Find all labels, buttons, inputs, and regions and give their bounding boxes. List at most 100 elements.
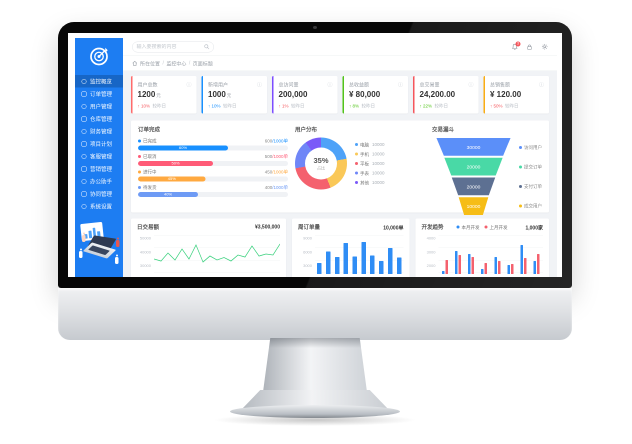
- progress-denominator: /1000单: [272, 169, 288, 175]
- progress-value: 500/1000单: [265, 153, 288, 160]
- menu-item-icon: [81, 78, 87, 84]
- menu-item-icon: [81, 153, 87, 159]
- progress-numerator: 600: [264, 138, 273, 144]
- info-icon[interactable]: ⓘ: [257, 82, 262, 89]
- sidebar-item[interactable]: 项目计划: [75, 138, 123, 151]
- legend-dot: [355, 162, 358, 165]
- settings-gear-icon[interactable]: [541, 43, 548, 50]
- progress-fill: 60%: [138, 145, 228, 151]
- bar: [484, 263, 488, 274]
- progress-row-head: 待发货 400/1000单: [138, 184, 288, 191]
- grouped-bar-chart: [438, 235, 543, 274]
- funnel-chart: 30000 20000 20000 10000: [436, 137, 511, 216]
- search-input[interactable]: [136, 44, 201, 50]
- bar-group: [442, 235, 449, 274]
- sidebar-item-label: 仓库管理: [90, 116, 112, 123]
- info-icon[interactable]: ⓘ: [398, 82, 403, 89]
- sidebar-illustration: [75, 220, 123, 276]
- info-icon[interactable]: ⓘ: [186, 82, 192, 89]
- line-series: [153, 243, 281, 263]
- donut-legend: 电脑 10000 手机 10000 平板 10000 手表 10000 其他 10000: [355, 141, 385, 186]
- daily-transactions-card: 日交易额 ¥3,500,000 50000 40000 30000: [131, 218, 286, 277]
- line-chart: [153, 235, 281, 274]
- progress-fill: 45%: [138, 176, 206, 182]
- progress-row: 待发货 400/1000单 40%: [138, 184, 288, 197]
- bar: [396, 257, 402, 274]
- breadcrumb-level1[interactable]: 监控中心: [166, 61, 187, 68]
- legend-item[interactable]: 手表 10000: [355, 170, 385, 177]
- bar: [468, 254, 471, 274]
- series-dot: [138, 154, 141, 158]
- sidebar-item[interactable]: 办公助手: [75, 175, 123, 188]
- legend-label: 其他: [360, 180, 370, 186]
- kpi-note: 较昨日: [152, 103, 167, 109]
- info-icon[interactable]: ⓘ: [468, 82, 474, 89]
- menu-item-icon: [81, 166, 87, 172]
- bar-group: [520, 235, 527, 274]
- search-icon[interactable]: [204, 44, 210, 50]
- progress-value: 400/1000单: [265, 184, 288, 191]
- breadcrumb-home[interactable]: 所在位置: [140, 61, 160, 68]
- kpi-title: 总访问量: [278, 82, 299, 89]
- legend-item[interactable]: 手机 10000: [355, 151, 385, 158]
- section-title: 用户分布: [295, 127, 317, 133]
- kpi-card: 新增用户 ⓘ 1000元 ↑ 10% 较昨日: [201, 76, 267, 114]
- sidebar-item-label: 订单管理: [90, 91, 112, 98]
- notification-badge: 3: [515, 41, 521, 47]
- sidebar-item[interactable]: 监控概览: [75, 75, 123, 88]
- kpi-trend: ↑ 1%: [278, 103, 289, 109]
- kpi-trend: ↑ 50%: [490, 103, 503, 109]
- breadcrumb-separator: /: [162, 60, 164, 67]
- search-box[interactable]: [132, 41, 214, 53]
- notification-bell-icon[interactable]: 3: [511, 41, 521, 50]
- legend-label: 电脑: [360, 142, 370, 148]
- home-icon: [132, 60, 138, 66]
- app-logo[interactable]: [75, 38, 123, 75]
- legend-item[interactable]: 上月开发: [484, 224, 508, 231]
- legend-item[interactable]: 其他 10000: [355, 179, 385, 186]
- info-icon[interactable]: ⓘ: [327, 82, 333, 89]
- progress-label: 已取消: [143, 154, 157, 159]
- bar: [387, 248, 393, 274]
- kpi-title: 用户总数: [137, 82, 158, 89]
- kpi-card: 总交易量 ⓘ 24,200.00 ↑ 22% 较昨日: [413, 76, 479, 114]
- progress-track: 45%: [138, 176, 288, 182]
- sidebar-item[interactable]: 用户管理: [75, 100, 123, 113]
- card-total: ¥3,500,000: [254, 224, 280, 230]
- funnel-label-dot: [518, 204, 522, 208]
- sidebar-item[interactable]: 营销管理: [75, 163, 123, 176]
- menu-item-icon: [81, 178, 87, 184]
- menu-item-icon: [81, 116, 87, 122]
- sidebar-item[interactable]: 系统设置: [75, 200, 123, 213]
- y-axis: 50000 40000 30000: [137, 235, 152, 274]
- bar: [507, 265, 510, 274]
- legend-dot: [355, 152, 358, 156]
- progress-row: 已取消 500/1000单 50%: [138, 153, 288, 166]
- kpi-row: 用户总数 ⓘ 1200元 ↑ 10% 较昨日 新增用户 ⓘ 1000元 ↑ 10% 较昨日 总访问量…: [131, 76, 549, 114]
- bar-group: [481, 235, 488, 274]
- monitor-stand-neck: [263, 338, 367, 392]
- kpi-trend-row: ↑ 22% 较昨日: [420, 103, 474, 110]
- legend-label: 上月开发: [489, 224, 508, 230]
- progress-numerator: 450: [264, 169, 273, 175]
- lock-icon[interactable]: [526, 43, 533, 50]
- section-title: 订单完成: [138, 127, 160, 133]
- menu-item-icon: [81, 103, 87, 109]
- sidebar-item[interactable]: 协同管理: [75, 188, 123, 201]
- sidebar-item[interactable]: 订单管理: [75, 88, 123, 101]
- kpi-card-top: 新增用户 ⓘ: [208, 81, 262, 89]
- info-icon[interactable]: ⓘ: [539, 82, 544, 89]
- sidebar-item[interactable]: 客服管理: [75, 150, 123, 163]
- donut-center-label: 占比: [317, 165, 325, 171]
- legend-item[interactable]: 平板 10000: [355, 160, 385, 167]
- progress-value: 600/1000单: [265, 138, 288, 145]
- bar: [343, 243, 349, 274]
- sidebar-item[interactable]: 仓库管理: [75, 113, 123, 126]
- legend-item[interactable]: 电脑 10000: [355, 141, 385, 148]
- sidebar-item[interactable]: 财务管理: [75, 125, 123, 138]
- funnel-label: 访问用户: [518, 144, 542, 151]
- bar: [536, 254, 540, 274]
- legend-item[interactable]: 本月开发: [456, 224, 479, 231]
- bar: [352, 256, 358, 274]
